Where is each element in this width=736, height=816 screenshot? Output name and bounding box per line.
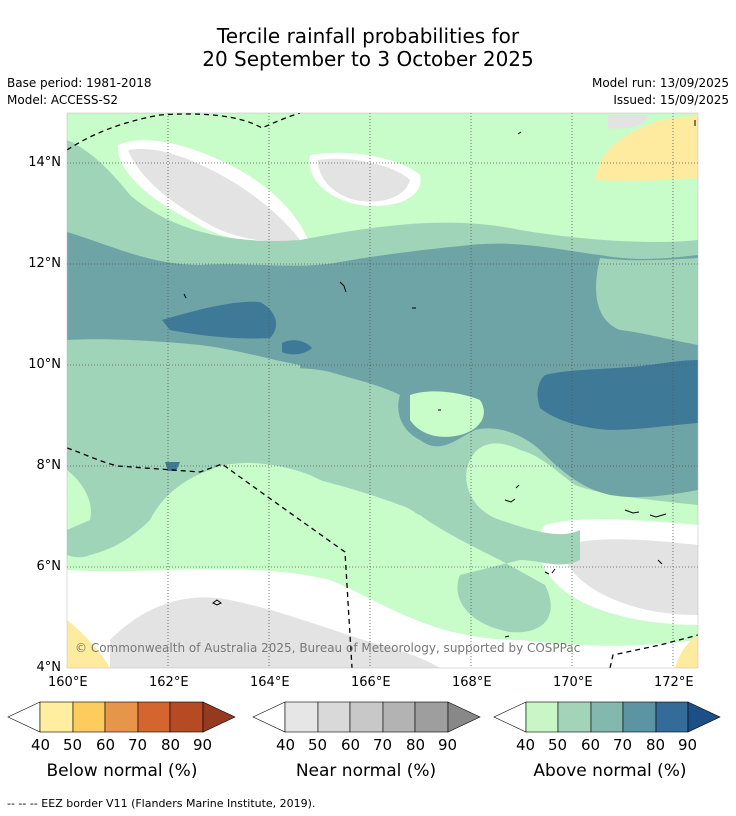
lon-tick-172e: 172°E [654,675,694,690]
cb-below-tick-90: 90 [193,736,213,754]
eez-footnote: -- -- -- EEZ border V11 (Flanders Marine… [7,797,316,810]
lon-tick-160e: 160°E [48,675,88,690]
below-normal-40-region-northeast [595,115,698,181]
near-normal-40-region-north [128,149,300,242]
colorbar-above-normal [493,701,721,733]
cb-near-tick-60: 60 [341,736,361,754]
above-normal-70-region-east [537,360,698,430]
map-title-line1: Tercile rainfall probabilities for [216,24,520,48]
above-normal-40-lobe-middle [410,391,484,437]
model-run-label: Model run: 13/09/2025 [591,76,729,90]
cb-near-tick-90: 90 [438,736,458,754]
islands [183,120,696,638]
above-normal-40-lobe-west [67,470,91,530]
above-normal-70-region-center [282,340,312,355]
eez-border [67,113,698,668]
lat-tick-6n: 6°N [36,559,62,574]
cb-below-tick-50: 50 [63,736,83,754]
map-area [67,113,698,668]
colorbar-below-normal-label: Below normal (%) [46,761,198,781]
graticule [67,113,698,668]
lat-tick-14n: 14°N [28,155,61,170]
cb-below-tick-60: 60 [96,736,116,754]
above-normal-70-region-west [162,301,277,339]
near-normal-40-region-north-3 [608,115,648,129]
issued-label: Issued: 15/09/2025 [613,93,729,107]
below-normal-40-region-southeast [675,635,698,668]
model-label: Model: ACCESS-S2 [7,93,119,107]
cb-near-tick-70: 70 [373,736,393,754]
cb-below-tick-80: 80 [161,736,181,754]
lon-tick-170e: 170°E [553,675,593,690]
lat-tick-8n: 8°N [36,458,62,473]
cb-near-tick-40: 40 [276,736,296,754]
colorbar-above-normal-label: Above normal (%) [533,761,687,781]
map-figure [66,112,699,669]
above-normal-60-band [67,232,698,498]
near-normal-40-region-north-2 [318,158,410,202]
cb-near-tick-80: 80 [406,736,426,754]
cb-above-tick-70: 70 [613,736,633,754]
lon-tick-168e: 168°E [452,675,492,690]
cb-below-tick-40: 40 [31,736,51,754]
lon-tick-166e: 166°E [351,675,391,690]
above-normal-70-region-small [165,462,180,471]
cb-above-tick-90: 90 [678,736,698,754]
near-normal-40-region-south [110,597,440,668]
cb-above-tick-60: 60 [581,736,601,754]
near-normal-40-region-east [564,539,698,615]
cb-near-tick-50: 50 [308,736,328,754]
cb-below-tick-70: 70 [128,736,148,754]
cb-above-tick-40: 40 [516,736,536,754]
colorbars [7,701,721,733]
base-period-label: Base period: 1981-2018 [7,76,152,90]
below-normal-40-region-southwest [67,620,110,668]
lat-tick-12n: 12°N [28,256,61,271]
lat-tick-4n: 4°N [36,660,62,675]
lat-tick-10n: 10°N [28,357,61,372]
lon-tick-164e: 164°E [250,675,290,690]
above-normal-50-lobe-west [67,339,300,380]
colorbar-near-normal [252,701,481,733]
lon-tick-162e: 162°E [149,675,189,690]
colorbar-below-normal [7,701,236,733]
map-title-line2: 20 September to 3 October 2025 [202,47,534,71]
copyright-note: © Commonwealth of Australia 2025, Bureau… [75,641,581,655]
cb-above-tick-50: 50 [548,736,568,754]
cb-above-tick-80: 80 [646,736,666,754]
above-normal-50-lobe-east [596,258,698,345]
colorbar-near-normal-label: Near normal (%) [295,761,437,781]
